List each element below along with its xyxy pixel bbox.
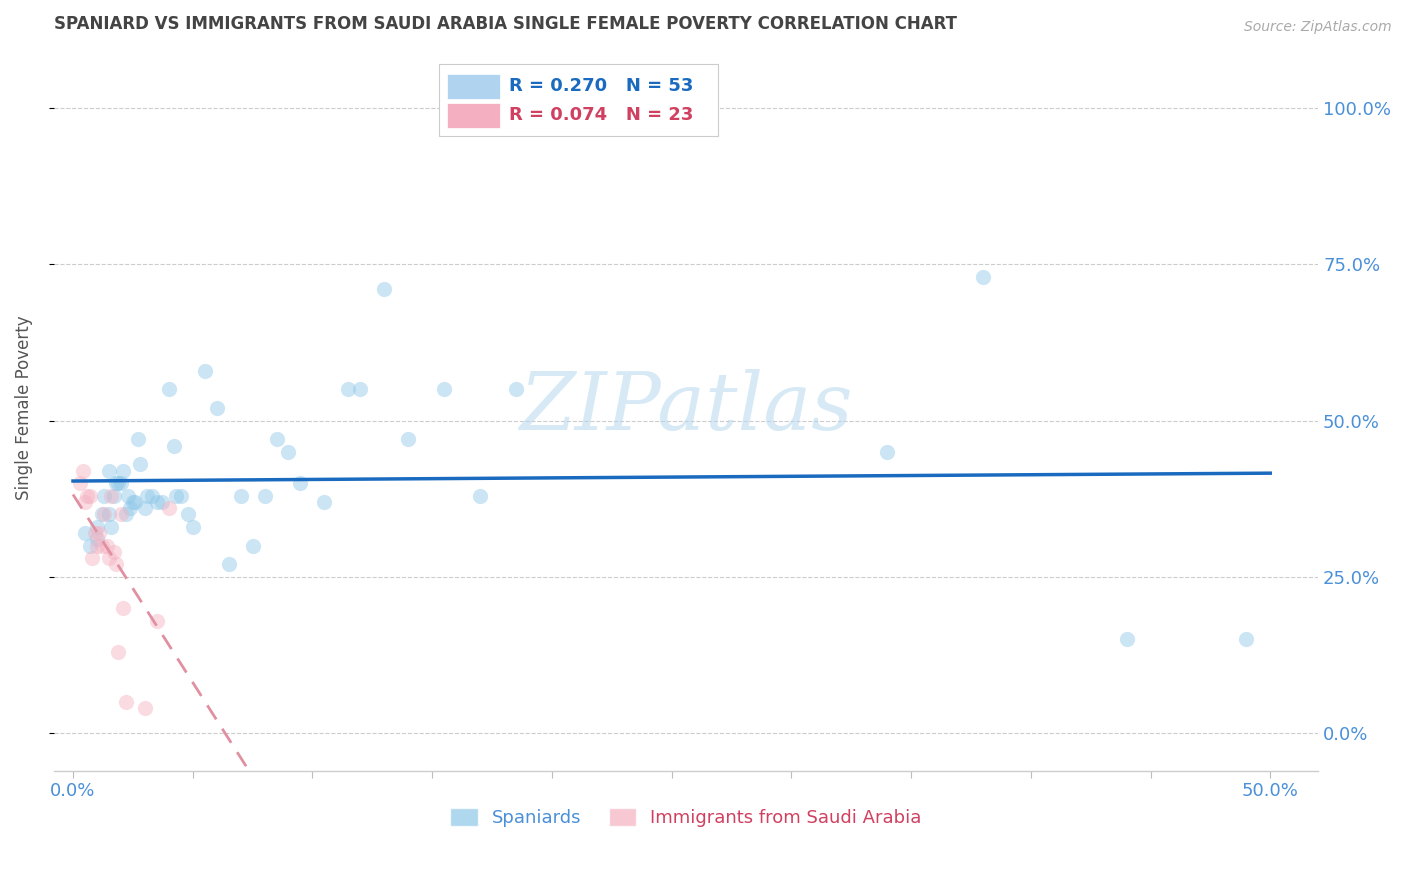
Point	[90, 508, 112, 522]
Point	[876, 445, 898, 459]
Text: ZIPatlas: ZIPatlas	[519, 369, 852, 447]
Point	[79, 489, 101, 503]
Point	[93, 508, 115, 522]
Point	[373, 282, 395, 296]
Point	[103, 489, 125, 503]
FancyBboxPatch shape	[440, 64, 717, 136]
Text: Source: ZipAtlas.com: Source: ZipAtlas.com	[1244, 20, 1392, 34]
Point	[73, 495, 96, 509]
Point	[218, 558, 240, 572]
Point	[96, 539, 118, 553]
Point	[134, 701, 156, 715]
FancyBboxPatch shape	[447, 74, 501, 99]
Point	[86, 520, 108, 534]
Point	[72, 464, 94, 478]
Point	[90, 539, 112, 553]
Point	[117, 489, 139, 503]
Point	[112, 464, 135, 478]
Point	[242, 539, 264, 553]
Point	[141, 489, 163, 503]
Point	[396, 433, 419, 447]
Point	[146, 614, 169, 628]
Point	[205, 401, 228, 416]
Point	[129, 458, 152, 472]
Point	[972, 269, 994, 284]
Point	[253, 489, 276, 503]
Point	[1115, 632, 1137, 647]
Point	[105, 476, 128, 491]
Point	[114, 695, 136, 709]
Point	[127, 433, 149, 447]
Point	[100, 489, 122, 503]
Point	[170, 489, 193, 503]
Point	[337, 383, 360, 397]
Point	[97, 551, 120, 566]
Text: R = 0.270   N = 53: R = 0.270 N = 53	[509, 78, 693, 95]
Point	[79, 539, 101, 553]
Point	[165, 489, 187, 503]
Point	[136, 489, 159, 503]
Point	[83, 526, 105, 541]
Point	[82, 551, 104, 566]
Point	[505, 383, 527, 397]
Point	[157, 383, 180, 397]
Point	[433, 383, 456, 397]
Point	[121, 495, 143, 509]
Point	[290, 476, 312, 491]
Point	[146, 495, 169, 509]
Point	[93, 489, 115, 503]
Point	[107, 645, 129, 659]
Point	[349, 383, 371, 397]
Point	[76, 489, 98, 503]
Point	[314, 495, 336, 509]
Point	[162, 439, 184, 453]
Point	[89, 526, 111, 541]
Point	[112, 601, 135, 615]
Text: SPANIARD VS IMMIGRANTS FROM SAUDI ARABIA SINGLE FEMALE POVERTY CORRELATION CHART: SPANIARD VS IMMIGRANTS FROM SAUDI ARABIA…	[53, 15, 957, 33]
Point	[107, 476, 129, 491]
Point	[69, 476, 91, 491]
Point	[194, 364, 217, 378]
Text: R = 0.074   N = 23: R = 0.074 N = 23	[509, 106, 693, 124]
Point	[468, 489, 491, 503]
Point	[86, 533, 108, 547]
FancyBboxPatch shape	[447, 103, 501, 128]
Point	[177, 508, 200, 522]
Point	[103, 545, 125, 559]
Point	[1234, 632, 1257, 647]
Point	[266, 433, 288, 447]
Point	[97, 508, 120, 522]
Legend: Spaniards, Immigrants from Saudi Arabia: Spaniards, Immigrants from Saudi Arabia	[450, 807, 921, 827]
Point	[181, 520, 204, 534]
Point	[157, 501, 180, 516]
Point	[110, 508, 132, 522]
Y-axis label: Single Female Poverty: Single Female Poverty	[15, 316, 32, 500]
Point	[105, 558, 128, 572]
Point	[134, 501, 156, 516]
Point	[86, 539, 108, 553]
Point	[277, 445, 299, 459]
Point	[100, 520, 122, 534]
Point	[229, 489, 252, 503]
Point	[73, 526, 96, 541]
Point	[110, 476, 132, 491]
Point	[150, 495, 173, 509]
Point	[97, 464, 120, 478]
Point	[120, 501, 142, 516]
Point	[124, 495, 146, 509]
Point	[114, 508, 136, 522]
